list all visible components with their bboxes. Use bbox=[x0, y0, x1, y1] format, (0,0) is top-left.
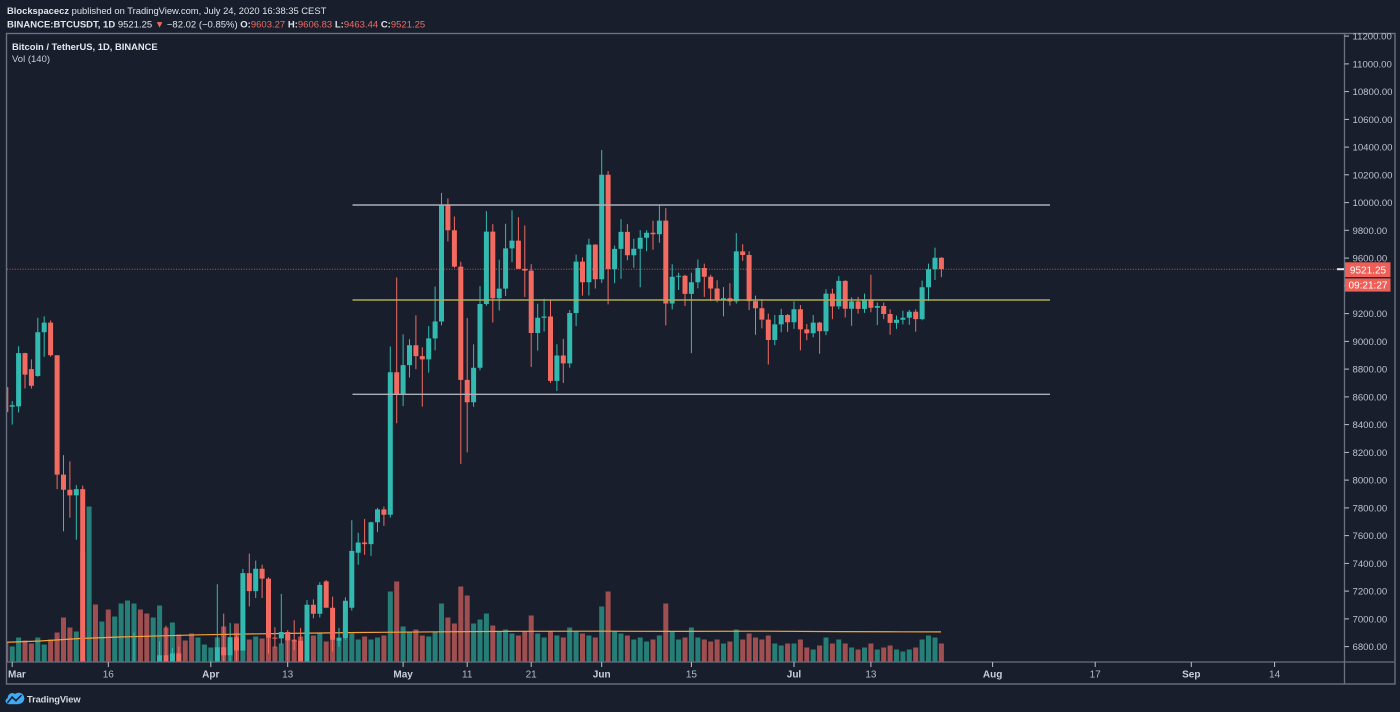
svg-text:11200.00: 11200.00 bbox=[1353, 32, 1392, 43]
svg-text:14: 14 bbox=[1269, 670, 1281, 681]
svg-text:Mar: Mar bbox=[8, 670, 26, 681]
svg-text:7600.00: 7600.00 bbox=[1353, 531, 1388, 542]
svg-text:7400.00: 7400.00 bbox=[1353, 559, 1388, 570]
svg-text:10600.00: 10600.00 bbox=[1353, 115, 1393, 126]
svg-text:May: May bbox=[393, 670, 413, 681]
svg-text:7800.00: 7800.00 bbox=[1353, 504, 1388, 515]
svg-text:6800.00: 6800.00 bbox=[1353, 642, 1388, 653]
svg-text:11000.00: 11000.00 bbox=[1353, 60, 1392, 71]
svg-text:10000.00: 10000.00 bbox=[1353, 198, 1393, 209]
svg-text:13: 13 bbox=[282, 670, 294, 681]
svg-text:8800.00: 8800.00 bbox=[1353, 365, 1388, 376]
svg-text:11: 11 bbox=[462, 670, 473, 681]
svg-text:16: 16 bbox=[103, 670, 115, 681]
svg-text:TradingView: TradingView bbox=[27, 694, 81, 704]
svg-text:17: 17 bbox=[1090, 670, 1102, 681]
svg-text:9521.25: 9521.25 bbox=[1350, 265, 1387, 276]
svg-text:Jul: Jul bbox=[787, 670, 802, 681]
svg-text:Jun: Jun bbox=[593, 670, 611, 681]
svg-text:8400.00: 8400.00 bbox=[1353, 420, 1388, 431]
svg-text:8200.00: 8200.00 bbox=[1353, 448, 1388, 459]
svg-text:Sep: Sep bbox=[1182, 670, 1200, 681]
svg-text:21: 21 bbox=[526, 670, 538, 681]
svg-text:8600.00: 8600.00 bbox=[1353, 393, 1388, 404]
svg-text:9200.00: 9200.00 bbox=[1353, 309, 1388, 320]
svg-text:9000.00: 9000.00 bbox=[1353, 337, 1388, 348]
svg-text:7200.00: 7200.00 bbox=[1353, 587, 1388, 598]
svg-text:13: 13 bbox=[865, 670, 877, 681]
svg-text:Apr: Apr bbox=[202, 670, 219, 681]
svg-text:9600.00: 9600.00 bbox=[1353, 254, 1388, 265]
svg-text:09:21:27: 09:21:27 bbox=[1349, 280, 1388, 291]
svg-text:7000.00: 7000.00 bbox=[1353, 615, 1388, 626]
svg-text:BINANCE:BTCUSDT, 1D 9521.25 ▼: BINANCE:BTCUSDT, 1D 9521.25 ▼ −82.02 (−0… bbox=[7, 20, 425, 31]
svg-text:10400.00: 10400.00 bbox=[1353, 143, 1393, 154]
svg-text:10200.00: 10200.00 bbox=[1353, 170, 1393, 181]
svg-text:Bitcoin / TetherUS, 1D, BINANC: Bitcoin / TetherUS, 1D, BINANCE bbox=[12, 41, 158, 52]
svg-text:8000.00: 8000.00 bbox=[1353, 476, 1388, 487]
svg-text:9800.00: 9800.00 bbox=[1353, 226, 1388, 237]
svg-text:15: 15 bbox=[686, 670, 698, 681]
svg-text:10800.00: 10800.00 bbox=[1353, 87, 1393, 98]
svg-text:Blockspacecz published on Trad: Blockspacecz published on TradingView.co… bbox=[7, 5, 327, 16]
svg-text:Aug: Aug bbox=[983, 670, 1002, 681]
svg-text:Vol (140): Vol (140) bbox=[12, 54, 50, 65]
